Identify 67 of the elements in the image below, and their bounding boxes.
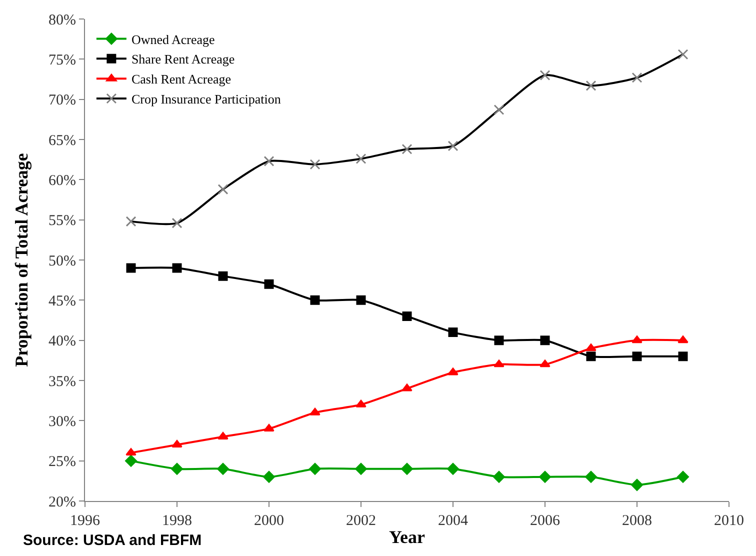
point xyxy=(310,408,320,416)
y-tick-label: 20% xyxy=(48,494,76,510)
x-tick-label: 2004 xyxy=(438,513,468,529)
y-axis-title: Proportion of Total Acreage xyxy=(12,153,32,367)
x-tick-label: 2008 xyxy=(622,513,652,529)
point xyxy=(401,462,413,475)
point xyxy=(632,352,642,362)
legend-label: Cash Rent Acreage xyxy=(131,72,232,87)
point xyxy=(632,336,642,344)
point xyxy=(448,328,458,338)
y-tick-label: 40% xyxy=(48,334,76,350)
x-axis-title: Year xyxy=(389,527,425,548)
y-tick-label: 35% xyxy=(48,374,76,390)
legend-label: Crop Insurance Participation xyxy=(131,92,282,107)
point xyxy=(172,440,182,448)
source-note: Source: USDA and FBFM xyxy=(23,532,202,549)
point xyxy=(126,263,136,273)
point xyxy=(356,295,366,305)
point xyxy=(631,478,643,491)
x-tick-label: 2000 xyxy=(254,513,284,529)
x-tick-label: 2006 xyxy=(530,513,560,529)
y-tick-label: 30% xyxy=(48,414,76,430)
point xyxy=(539,470,551,483)
point xyxy=(678,352,688,362)
point xyxy=(402,311,412,321)
x-tick-label: 2010 xyxy=(714,513,744,529)
x-tick-label: 1998 xyxy=(162,513,192,529)
point xyxy=(677,470,689,483)
point xyxy=(126,448,136,456)
point xyxy=(356,400,366,408)
point xyxy=(586,344,596,352)
point xyxy=(264,279,274,289)
point xyxy=(494,360,504,368)
x-tick-label: 2002 xyxy=(346,513,376,529)
point xyxy=(218,432,228,440)
point xyxy=(264,424,274,432)
point xyxy=(448,368,458,376)
point xyxy=(263,470,275,483)
point xyxy=(172,263,182,273)
y-tick-label: 80% xyxy=(48,12,76,28)
point xyxy=(218,271,228,281)
point xyxy=(217,462,229,475)
y-tick-label: 65% xyxy=(48,132,76,149)
point xyxy=(402,384,412,392)
point xyxy=(355,462,367,475)
legend-label: Owned Acreage xyxy=(131,32,216,47)
legend-label: Share Rent Acreage xyxy=(131,52,235,67)
point xyxy=(310,295,320,305)
y-tick-label: 55% xyxy=(48,213,76,230)
point xyxy=(125,454,137,467)
point xyxy=(678,336,688,344)
point xyxy=(493,470,505,483)
point xyxy=(585,470,597,483)
point xyxy=(540,336,550,346)
y-tick-label: 50% xyxy=(48,253,76,270)
point xyxy=(540,360,550,368)
point xyxy=(586,352,596,362)
y-tick-label: 45% xyxy=(48,293,76,310)
point xyxy=(447,462,459,475)
x-tick-label: 1996 xyxy=(70,513,100,529)
point xyxy=(171,462,183,475)
y-tick-label: 75% xyxy=(48,52,76,68)
point xyxy=(309,462,321,475)
y-tick-label: 70% xyxy=(48,92,76,109)
point xyxy=(494,336,504,346)
y-tick-label: 25% xyxy=(48,454,76,470)
y-tick-label: 60% xyxy=(48,172,76,189)
